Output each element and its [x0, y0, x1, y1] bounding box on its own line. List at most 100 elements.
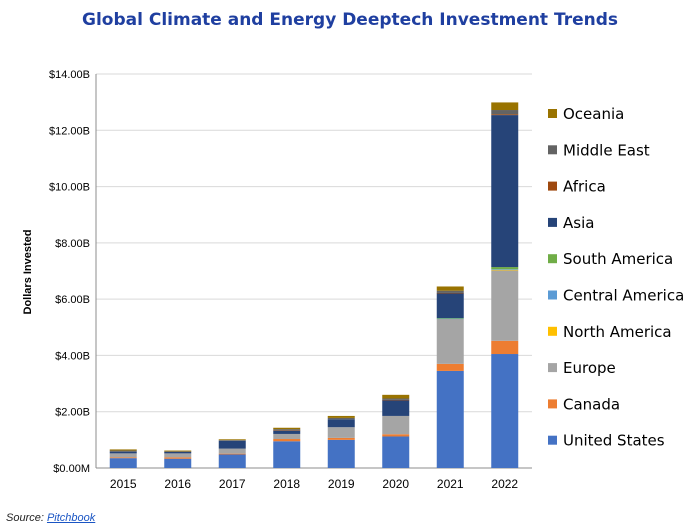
x-tick-label: 2021: [437, 477, 464, 491]
bar-segment: [164, 451, 192, 454]
bar-segment: [382, 436, 410, 468]
bar-segment: [273, 427, 301, 430]
bar-segment: [109, 457, 137, 459]
legend-label: United States: [563, 432, 665, 450]
bar-segment: [382, 415, 410, 435]
bar-segment: [327, 427, 355, 438]
bar-segment: [109, 453, 137, 458]
axes: $0.00M $2.00B $4.00B $6.00B $8.00B $10.00B $12…: [49, 69, 532, 491]
x-tick-label: 2022: [491, 477, 518, 491]
bar-segment: [273, 439, 301, 442]
bar-segment: [491, 102, 519, 111]
bar-segment: [436, 363, 464, 371]
legend-label: Middle East: [563, 141, 650, 159]
bar-segment: [491, 110, 519, 115]
legend-label: Asia: [563, 214, 594, 232]
bar-segment: [491, 269, 519, 271]
source-note: Source: Pitchbook: [6, 512, 95, 524]
legend-item: South America: [548, 250, 673, 268]
bar-segment: [218, 454, 246, 468]
legend-item: Central America: [548, 287, 684, 305]
bar-segment: [164, 451, 192, 452]
y-tick-label: $12.00B: [49, 125, 90, 137]
bar-segment: [491, 269, 519, 270]
legend-swatch: [548, 290, 557, 300]
legend-swatch: [548, 181, 557, 191]
bar-segment: [436, 293, 464, 318]
y-tick-label: $4.00B: [55, 350, 90, 362]
y-tick-label: $2.00B: [55, 407, 90, 419]
bar-segment: [109, 449, 137, 451]
bar-segment: [273, 430, 301, 434]
legend-label: Africa: [563, 178, 606, 196]
legend-label: Europe: [563, 359, 616, 377]
legend-swatch: [548, 109, 557, 118]
x-tick-label: 2019: [328, 477, 355, 491]
bar-segment: [218, 453, 246, 455]
legend-label: South America: [563, 250, 673, 268]
x-tick-label: 2017: [219, 477, 246, 491]
y-tick-label: $8.00B: [55, 238, 90, 250]
legend-item: Africa: [548, 178, 606, 196]
bar-segment: [491, 354, 519, 468]
legend-item: Asia: [548, 214, 594, 232]
bar-segment: [273, 441, 301, 468]
y-tick-label: $6.00B: [55, 294, 90, 306]
bar-segment: [327, 439, 355, 468]
bar-segment: [491, 267, 519, 270]
gridlines: [96, 73, 532, 413]
bar-segment: [382, 398, 410, 400]
y-tick-label: $0.00M: [53, 463, 90, 475]
bar-segment: [436, 370, 464, 468]
bar-segment: [491, 340, 519, 355]
legend-swatch: [548, 145, 557, 155]
bar-segment: [327, 417, 355, 420]
bar-segment: [436, 317, 464, 319]
bar-segment: [218, 440, 246, 449]
bar-segment: [436, 286, 464, 291]
bar-segment: [327, 437, 355, 440]
legend-swatch: [548, 326, 557, 336]
legend-label: North America: [563, 323, 672, 341]
bar-segment: [218, 448, 246, 454]
legend-item: Middle East: [548, 141, 650, 159]
legend-item: Canada: [548, 395, 620, 413]
legend-swatch: [548, 254, 557, 264]
y-tick-label: $14.00B: [49, 69, 90, 81]
source-label: Source:: [6, 512, 47, 524]
source-link[interactable]: Pitchbook: [46, 512, 96, 524]
x-tick-label: 2020: [382, 477, 409, 491]
bar-segment: [273, 429, 301, 431]
y-axis-label: Dollars Invested: [22, 230, 34, 315]
bar-segment: [273, 433, 301, 440]
bar-segment: [327, 419, 355, 428]
bar-segment: [382, 394, 410, 399]
legend-label: Oceania: [563, 105, 624, 123]
bar-segment: [382, 399, 410, 401]
bar-segment: [164, 458, 192, 468]
legend-swatch: [548, 399, 557, 409]
bar-segment: [164, 457, 192, 459]
x-tick-label: 2016: [164, 477, 191, 491]
legend-item: Oceania: [548, 105, 624, 123]
bar-segment: [491, 114, 519, 116]
bar-segment: [327, 415, 355, 418]
bar-segment: [382, 400, 410, 416]
bar-segment: [109, 451, 137, 454]
bar-segment: [218, 440, 246, 441]
legend-swatch: [548, 435, 557, 445]
bar-segment: [109, 450, 137, 452]
bar-segment: [436, 290, 464, 293]
bars: [109, 102, 519, 468]
bar-segment: [491, 115, 519, 268]
legend-swatch: [548, 217, 557, 227]
x-tick-label: 2018: [273, 477, 300, 491]
legend: Oceania Middle East Africa Asia South Americ…: [548, 105, 684, 450]
y-tick-label: $10.00B: [49, 182, 90, 194]
legend-label: Central America: [563, 287, 684, 305]
chart-title: Global Climate and Energy Deeptech Inves…: [82, 10, 618, 30]
legend-item: United States: [548, 432, 665, 450]
bar-segment: [273, 430, 301, 431]
bar-segment: [218, 439, 246, 441]
